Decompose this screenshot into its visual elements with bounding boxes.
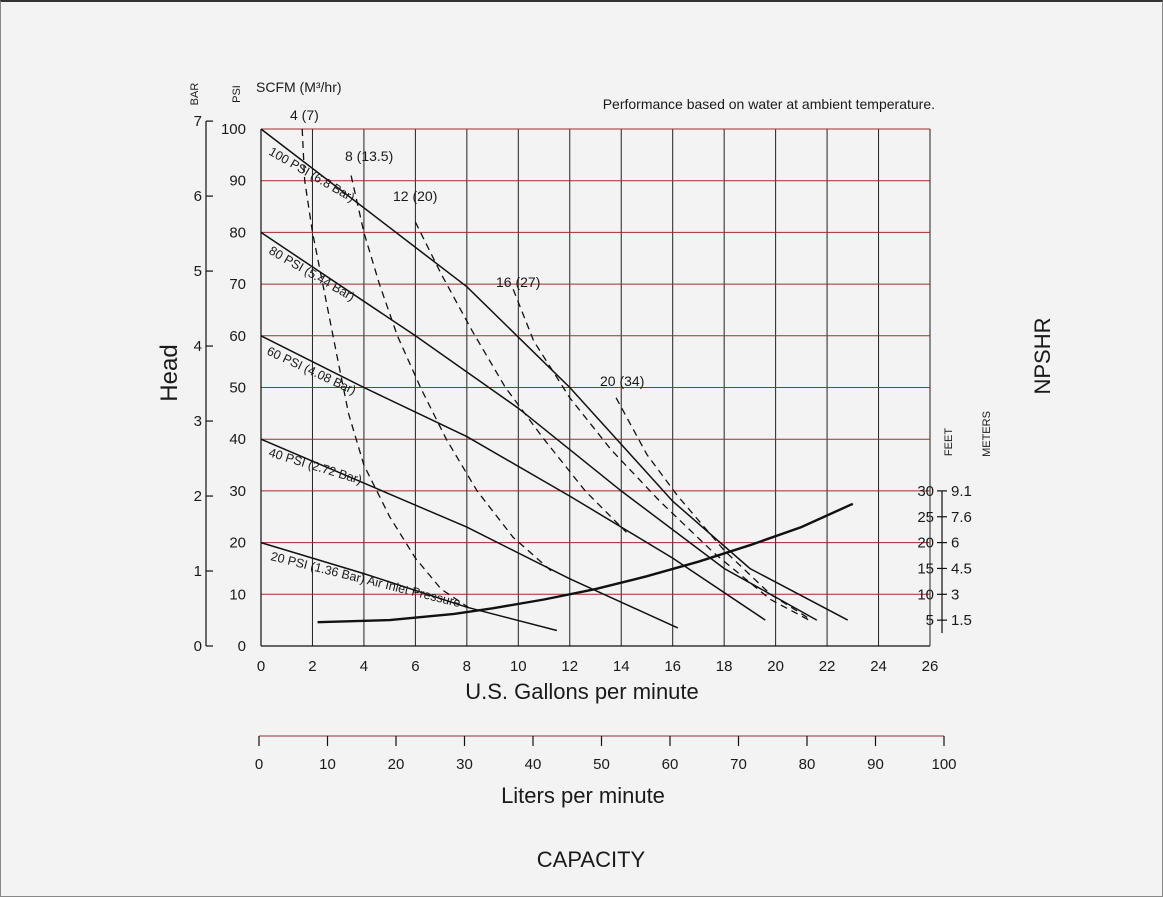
x-tick-label: 10 — [510, 658, 527, 675]
pressure-curve-label: 100 PSI (6.8 Bar) — [267, 144, 358, 204]
pressure-curve — [260, 541, 558, 632]
liters-tick-label: 70 — [730, 756, 747, 773]
liters-tick-label: 30 — [456, 756, 473, 773]
psi-tick-label: 80 — [229, 224, 246, 241]
liters-tick-label: 40 — [525, 756, 542, 773]
chart-note: Performance based on water at ambient te… — [603, 96, 935, 112]
axes: 0 2 4 6 8 10 12 14 16 18 20 22 24 2601020304050607080… — [194, 113, 972, 773]
air-consumption-curve — [512, 289, 810, 621]
pressure-curve-label: 20 PSI (1.36 Bar) Air Inlet Pressure — [269, 549, 462, 610]
liters-axis-label: Liters per minute — [501, 783, 665, 808]
psi-tick-label: 0 — [238, 638, 246, 655]
meters-tick-label: 7.6 — [951, 509, 972, 526]
liters-tick-label: 50 — [593, 756, 610, 773]
x-tick-label: 6 — [411, 658, 419, 675]
liters-tick-label: 90 — [867, 756, 884, 773]
pressure-curve — [260, 231, 818, 621]
y-axis-label: Head — [156, 344, 183, 401]
air-curve-label: 12 (20) — [393, 188, 437, 204]
bar-tick-label: 5 — [194, 263, 202, 280]
scfm-unit-label: SCFM (M³/hr) — [256, 79, 342, 95]
feet-tick-label: 10 — [917, 586, 934, 603]
pressure-curve-label: 80 PSI (5.44 Bar) — [267, 243, 358, 303]
x-tick-label: 2 — [308, 658, 316, 675]
bar-tick-label: 6 — [194, 188, 202, 205]
pressure-curve-label: 40 PSI (2.72 Bar) — [267, 445, 363, 487]
psi-tick-label: 20 — [229, 535, 246, 552]
air-consumption-curve — [615, 397, 812, 621]
bar-tick-label: 2 — [194, 488, 202, 505]
curves: 100 PSI (6.8 Bar)80 PSI (5.44 Bar)60 PSI… — [260, 107, 854, 632]
npshr-axis-label: NPSHR — [1030, 317, 1055, 394]
bar-tick-label: 3 — [194, 413, 202, 430]
capacity-label: CAPACITY — [537, 847, 646, 872]
feet-tick-label: 20 — [917, 535, 934, 552]
x-tick-label: 8 — [463, 658, 471, 675]
x-tick-label: 24 — [870, 658, 887, 675]
meters-tick-label: 1.5 — [951, 612, 972, 629]
pressure-curve — [260, 438, 679, 629]
bar-unit-label: BAR — [189, 83, 201, 106]
x-tick-label: 22 — [819, 658, 836, 675]
meters-unit-label: METERS — [981, 411, 993, 457]
feet-unit-label: FEET — [943, 428, 955, 456]
liters-tick-label: 100 — [931, 756, 956, 773]
psi-tick-label: 70 — [229, 276, 246, 293]
psi-tick-label: 90 — [229, 173, 246, 190]
x-tick-label: 4 — [360, 658, 368, 675]
meters-tick-label: 3 — [951, 586, 959, 603]
bar-tick-label: 7 — [194, 113, 202, 130]
psi-unit-label: PSI — [231, 85, 243, 103]
liters-tick-label: 80 — [799, 756, 816, 773]
feet-tick-label: 15 — [917, 560, 934, 577]
bar-tick-label: 0 — [194, 638, 202, 655]
x-tick-label: 26 — [922, 658, 939, 675]
liters-tick-label: 20 — [388, 756, 405, 773]
liters-tick-label: 10 — [319, 756, 336, 773]
x-tick-label: 14 — [613, 658, 630, 675]
air-curve-label: 4 (7) — [290, 107, 319, 123]
x-axis-label: U.S. Gallons per minute — [465, 679, 699, 704]
psi-tick-label: 50 — [229, 380, 246, 397]
psi-tick-label: 30 — [229, 483, 246, 500]
psi-tick-label: 100 — [221, 121, 246, 138]
air-consumption-curve — [414, 221, 627, 533]
meters-tick-label: 4.5 — [951, 560, 972, 577]
meters-tick-label: 9.1 — [951, 483, 972, 500]
pressure-curve — [260, 335, 766, 621]
liters-tick-label: 60 — [662, 756, 679, 773]
x-tick-label: 12 — [561, 658, 578, 675]
pressure-curve — [260, 128, 849, 621]
meters-tick-label: 6 — [951, 535, 959, 552]
air-curve-label: 16 (27) — [496, 274, 540, 290]
psi-tick-label: 60 — [229, 328, 246, 345]
psi-tick-label: 40 — [229, 431, 246, 448]
npshr-curve — [317, 502, 854, 624]
psi-tick-label: 10 — [229, 586, 246, 603]
bar-tick-label: 1 — [194, 563, 202, 580]
x-tick-label: 0 — [257, 658, 265, 675]
feet-tick-label: 30 — [917, 483, 934, 500]
air-curve-label: 8 (13.5) — [345, 148, 393, 164]
liters-tick-label: 0 — [255, 756, 263, 773]
air-consumption-curve — [301, 128, 473, 611]
bar-tick-label: 4 — [194, 338, 202, 355]
air-consumption-curve — [350, 175, 555, 575]
labels: Performance based on water at ambient te… — [156, 79, 1055, 872]
x-tick-label: 18 — [716, 658, 733, 675]
x-tick-label: 20 — [767, 658, 784, 675]
x-tick-label: 16 — [664, 658, 681, 675]
air-curve-label: 20 (34) — [600, 373, 644, 389]
feet-tick-label: 5 — [926, 612, 934, 629]
feet-tick-label: 25 — [917, 509, 934, 526]
